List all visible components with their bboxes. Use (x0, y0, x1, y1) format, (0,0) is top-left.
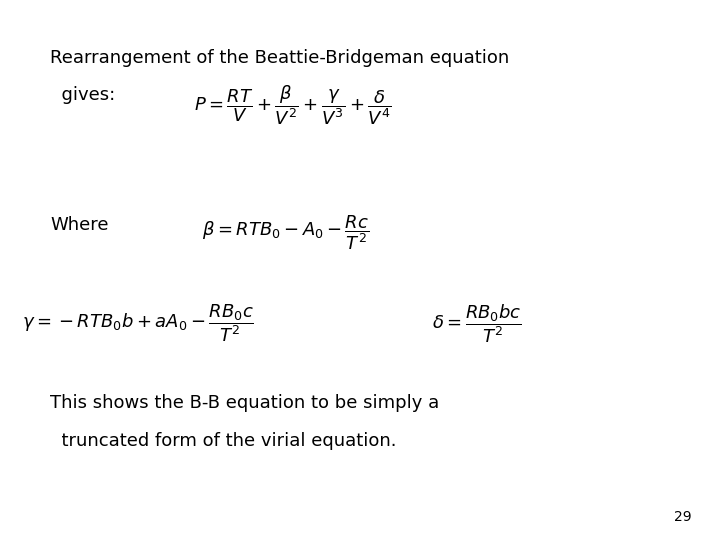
Text: $\gamma = -RTB_0 b + aA_0 - \dfrac{RB_0 c}{T^2}$: $\gamma = -RTB_0 b + aA_0 - \dfrac{RB_0 … (22, 302, 253, 344)
Text: truncated form of the virial equation.: truncated form of the virial equation. (50, 432, 397, 450)
Text: Rearrangement of the Beattie-Bridgeman equation: Rearrangement of the Beattie-Bridgeman e… (50, 49, 510, 66)
Text: $\delta = \dfrac{RB_0 bc}{T^2}$: $\delta = \dfrac{RB_0 bc}{T^2}$ (432, 302, 522, 345)
Text: Where: Where (50, 216, 109, 234)
Text: gives:: gives: (50, 86, 116, 104)
Text: 29: 29 (674, 510, 691, 524)
Text: $\beta = RTB_0 - A_0 - \dfrac{Rc}{T^2}$: $\beta = RTB_0 - A_0 - \dfrac{Rc}{T^2}$ (202, 213, 369, 252)
Text: $P = \dfrac{RT}{V} + \dfrac{\beta}{V^2} + \dfrac{\gamma}{V^3} + \dfrac{\delta}{V: $P = \dfrac{RT}{V} + \dfrac{\beta}{V^2} … (194, 84, 392, 127)
Text: This shows the B-B equation to be simply a: This shows the B-B equation to be simply… (50, 394, 440, 412)
